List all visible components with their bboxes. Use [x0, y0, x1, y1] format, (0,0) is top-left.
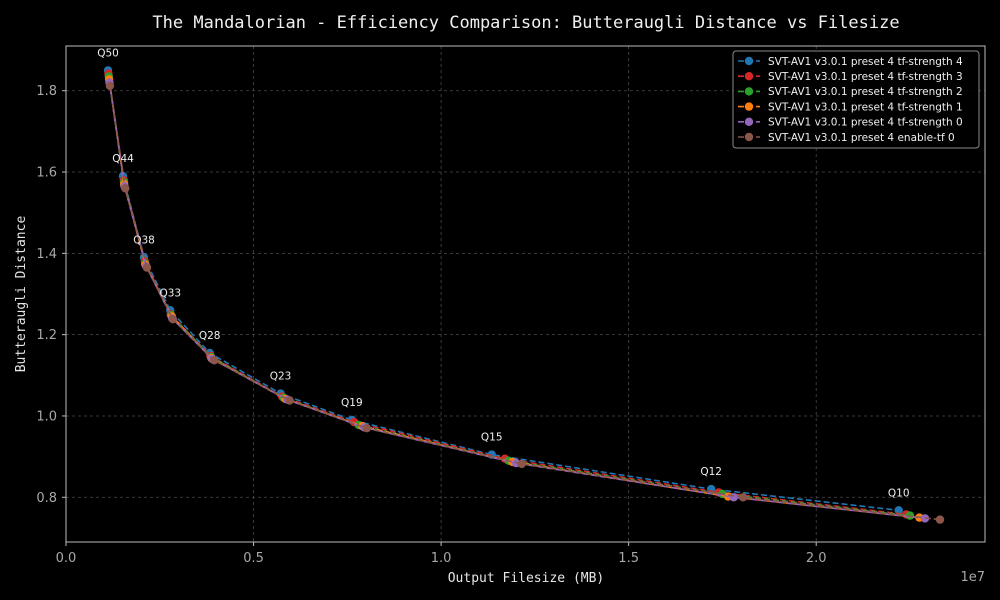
- y-axis-label: Butteraugli Distance: [14, 216, 29, 373]
- series-layer: [103, 66, 945, 524]
- chart-title: The Mandalorian - Efficiency Comparison:…: [152, 13, 899, 33]
- legend-item: SVT-AV1 v3.0.1 preset 4 tf-strength 1: [738, 101, 963, 113]
- data-point: [517, 459, 526, 469]
- quality-annotation: Q28: [199, 330, 221, 342]
- legend-marker: [744, 56, 754, 66]
- legend-marker: [744, 87, 754, 96]
- x-tick-label: 1.5: [618, 551, 639, 566]
- legend-label: SVT-AV1 v3.0.1 preset 4 tf-strength 0: [768, 117, 963, 129]
- data-point: [738, 493, 748, 502]
- quality-annotation: Q15: [481, 432, 503, 444]
- quality-annotation: Q23: [270, 371, 292, 383]
- quality-annotation: Q33: [159, 287, 181, 299]
- legend-label: SVT-AV1 v3.0.1 preset 4 tf-strength 2: [768, 86, 963, 98]
- plot-frame: [65, 45, 986, 543]
- x-axis-offset-label: 1e7: [960, 570, 985, 585]
- legend-marker: [744, 72, 754, 81]
- y-axis: 0.8 1.0 1.2 1.4 1.6 1.8: [36, 84, 66, 506]
- data-point: [729, 493, 738, 502]
- y-tick-label: 1.4: [36, 247, 57, 262]
- data-point: [362, 424, 371, 433]
- legend-box: [732, 50, 980, 149]
- legend-item: SVT-AV1 v3.0.1 preset 4 enable-tf 0: [738, 132, 955, 144]
- quality-annotation: Q44: [112, 153, 134, 165]
- quality-annotation: Q50: [97, 47, 119, 59]
- data-point: [142, 263, 152, 272]
- data-point: [168, 315, 178, 324]
- quality-annotation: Q19: [341, 397, 363, 409]
- legend-label: SVT-AV1 v3.0.1 preset 4 tf-strength 4: [768, 56, 963, 68]
- legend-marker: [744, 102, 754, 111]
- data-point: [210, 356, 219, 365]
- legend-marker: [744, 132, 754, 142]
- y-tick-label: 1.2: [36, 328, 57, 343]
- y-tick-label: 1.8: [36, 84, 57, 99]
- y-tick-label: 1.6: [36, 166, 57, 181]
- x-axis: 0.0 0.5 1.0 1.5 2.0: [56, 542, 827, 566]
- data-point: [935, 515, 945, 524]
- quality-annotation: Q12: [700, 466, 722, 478]
- series-line: [109, 85, 941, 521]
- legend: SVT-AV1 v3.0.1 preset 4 tf-strength 4 SVT…: [732, 50, 980, 149]
- data-point: [105, 81, 115, 91]
- series-5: [105, 81, 945, 524]
- x-axis-label: Output Filesize (MB): [448, 571, 605, 586]
- x-tick-label: 0.5: [243, 551, 264, 566]
- x-tick-label: 2.0: [806, 551, 827, 566]
- data-point: [285, 396, 294, 405]
- legend-item: SVT-AV1 v3.0.1 preset 4 tf-strength 2: [738, 86, 963, 98]
- legend-label: SVT-AV1 v3.0.1 preset 4 tf-strength 3: [768, 71, 963, 83]
- y-tick-label: 0.8: [36, 491, 57, 506]
- legend-item: SVT-AV1 v3.0.1 preset 4 tf-strength 0: [738, 117, 963, 129]
- legend-item: SVT-AV1 v3.0.1 preset 4 tf-strength 3: [738, 71, 963, 83]
- legend-label: SVT-AV1 v3.0.1 preset 4 tf-strength 1: [768, 101, 963, 113]
- annotation-layer: Q50 Q44 Q38 Q33 Q28 Q23 Q19 Q15 Q12 Q10: [97, 47, 909, 499]
- y-tick-label: 1.0: [36, 409, 57, 424]
- data-point: [121, 184, 130, 193]
- legend-label: SVT-AV1 v3.0.1 preset 4 enable-tf 0: [768, 132, 955, 144]
- legend-item: SVT-AV1 v3.0.1 preset 4 tf-strength 4: [738, 56, 963, 68]
- quality-annotation: Q10: [888, 487, 910, 499]
- legend-marker: [744, 117, 754, 127]
- quality-annotation: Q38: [133, 234, 155, 246]
- x-tick-label: 0.0: [56, 551, 77, 566]
- x-tick-label: 1.0: [431, 551, 452, 566]
- data-point: [894, 506, 903, 515]
